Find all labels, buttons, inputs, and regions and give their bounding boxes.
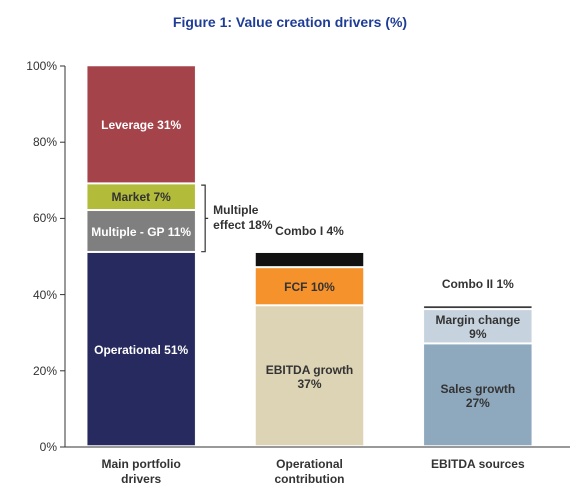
annotation: Multiple effect 18% <box>213 203 273 233</box>
segment-label: Combo II 1% <box>428 277 528 291</box>
segment-name: Leverage <box>101 118 154 133</box>
bar-segment <box>255 252 364 267</box>
segment-label: Margin change 9% <box>428 313 528 341</box>
y-tick-label: 80% <box>32 135 57 150</box>
segment-name: EBITDA growth <box>265 362 354 377</box>
bar-segment <box>86 183 196 210</box>
bar-segment <box>86 210 196 252</box>
y-tick-label: 0% <box>39 440 57 454</box>
segment-label: Leverage 31% <box>91 118 191 132</box>
segment-label: Multiple - GP 11% <box>91 225 191 239</box>
bar-segment <box>255 267 364 305</box>
segment-name: Multiple - GP <box>91 224 165 239</box>
segment-name: FCF <box>284 279 308 294</box>
segment-name: Market <box>111 190 151 205</box>
segment-label: EBITDA growth 37% <box>260 363 360 391</box>
x-tick-label: EBITDA sources <box>431 457 525 471</box>
y-tick-label: 100% <box>26 59 57 73</box>
bar-segment <box>423 305 533 309</box>
segment-value: 37% <box>297 376 322 391</box>
segment-value: 9% <box>469 326 487 341</box>
y-tick-label: 60% <box>32 211 57 226</box>
segment-name: Combo I <box>275 223 324 238</box>
segment-label: Market 7% <box>91 190 191 204</box>
segment-value: 51% <box>164 342 189 357</box>
chart-title: Figure 1: Value creation drivers (%) <box>172 14 408 30</box>
x-tick-label: Main portfolio drivers <box>101 457 181 486</box>
segment-label: Combo I 4% <box>260 224 360 238</box>
bar-segment <box>423 309 533 343</box>
segment-name: Margin change <box>435 312 521 327</box>
bracket <box>201 184 209 253</box>
bar-segment <box>423 343 533 446</box>
bar-segment <box>86 65 196 183</box>
segment-label: FCF 10% <box>260 280 360 294</box>
segment-value: 7% <box>153 190 171 205</box>
segment-name: Sales growth <box>440 381 516 396</box>
segment-name: Operational <box>94 342 161 357</box>
x-tick-label: Operational contribution <box>274 457 345 486</box>
bar-segment <box>86 252 196 446</box>
segment-value: 31% <box>157 118 182 133</box>
segment-value: 4% <box>326 223 344 238</box>
segment-label: Sales growth 27% <box>428 382 528 410</box>
y-tick-label: 40% <box>32 287 57 302</box>
segment-value: 27% <box>465 395 490 410</box>
y-tick-label: 20% <box>32 363 57 378</box>
segment-value: 10% <box>310 279 335 294</box>
segment-label: Operational 51% <box>91 343 191 357</box>
bar-segment <box>255 305 364 446</box>
segment-value: 1% <box>496 277 514 292</box>
segment-value: 11% <box>167 224 192 239</box>
segment-name: Combo II <box>441 277 494 292</box>
